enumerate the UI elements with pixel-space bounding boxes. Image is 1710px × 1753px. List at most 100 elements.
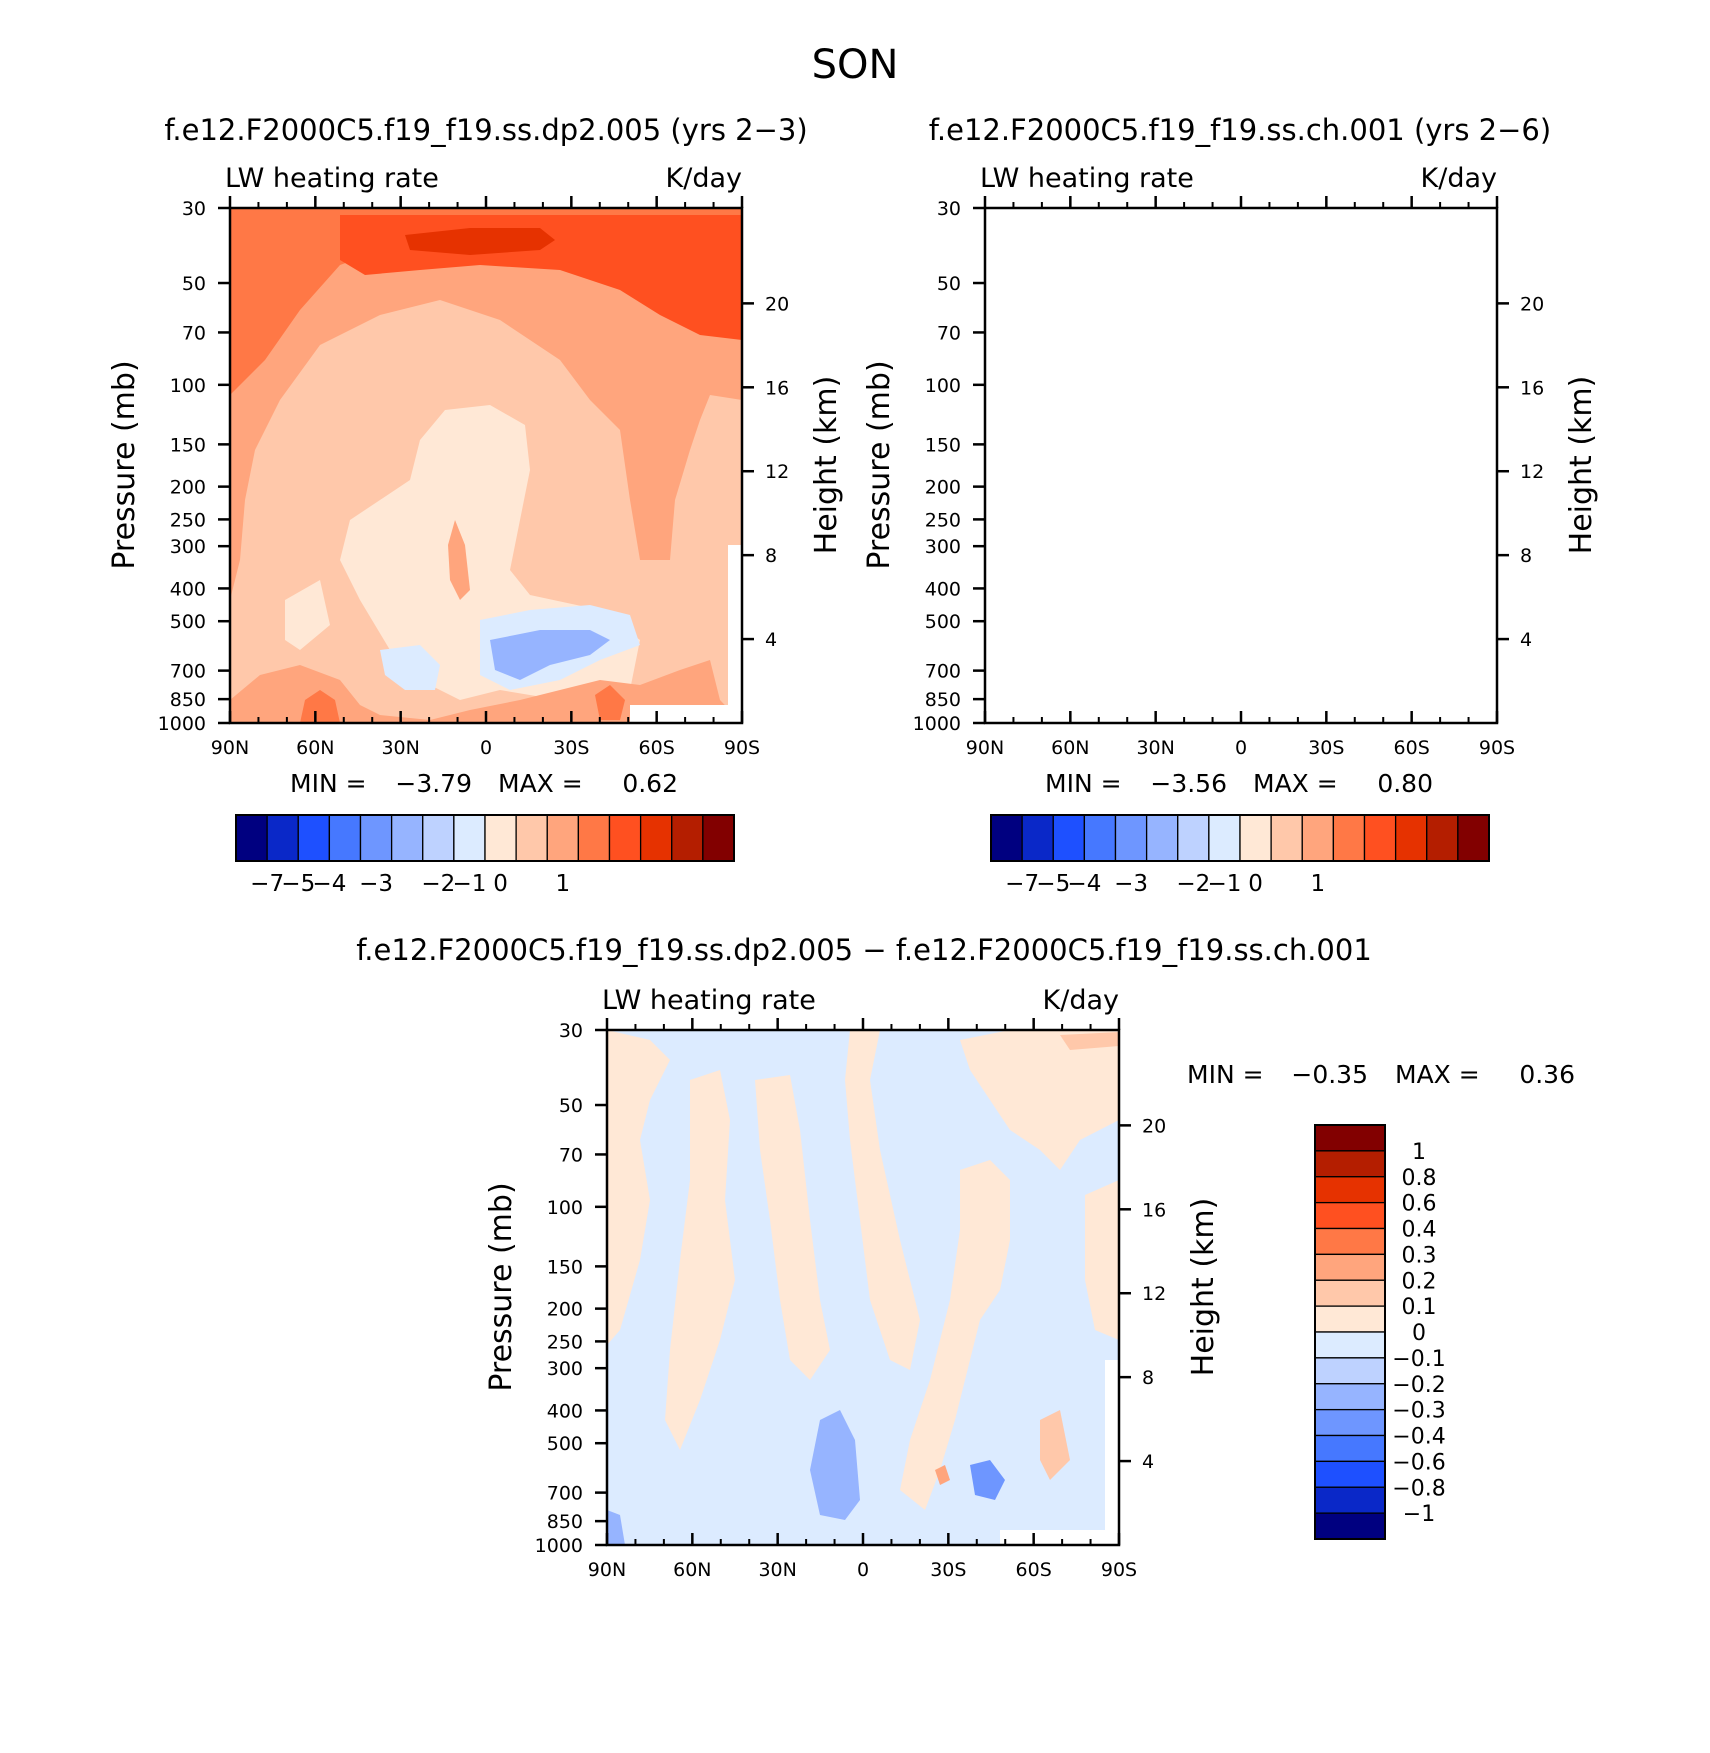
contour-band-level-0p2 <box>935 1465 950 1485</box>
missing-data-region <box>1000 1530 1119 1545</box>
colorbar-swatch <box>1314 1408 1386 1437</box>
y-right-tick-label: 16 <box>1142 1199 1166 1221</box>
max-label: MAX = <box>1395 1060 1480 1089</box>
y-tick-label: 250 <box>925 509 961 531</box>
contour-band-level-0p6-sfc <box>1460 690 1480 715</box>
colorbar-swatch <box>1314 1331 1386 1359</box>
x-tick-label: 90N <box>966 737 1004 759</box>
x-tick-label: 60N <box>296 737 334 759</box>
panel-title: f.e12.F2000C5.f19_f19.ss.ch.001 (yrs 2−6… <box>929 113 1551 147</box>
y-axis-label: Pressure (mb) <box>862 360 897 569</box>
colorbar-swatch <box>1270 814 1303 862</box>
colorbar-swatch <box>1314 1486 1386 1514</box>
y-axis-label-right: Height (km) <box>1564 376 1599 555</box>
y-tick-label: 200 <box>547 1299 583 1321</box>
colorbar-label: 0 <box>1248 871 1263 897</box>
y-tick-label: 70 <box>559 1144 583 1166</box>
colorbar: −7−5−4 −3 −2−1 0 1 <box>235 814 735 897</box>
colorbar-swatch <box>1314 1305 1386 1333</box>
colorbar-label: −0.1 <box>1392 1347 1445 1372</box>
colorbar-label: −0.6 <box>1392 1450 1445 1475</box>
colorbar-swatch <box>702 814 735 862</box>
y-right-tick-label: 12 <box>1142 1283 1166 1305</box>
colorbar-label: 0.4 <box>1402 1218 1437 1243</box>
colorbar-swatch <box>453 814 486 862</box>
contour-band-level-0-sfc2 <box>595 685 625 720</box>
max-label: MAX = <box>498 769 583 798</box>
x-tick-label: 60S <box>1016 1559 1052 1581</box>
colorbar-label: 0.8 <box>1402 1166 1437 1191</box>
contour-band-level-neg2 <box>985 208 1497 723</box>
colorbar-swatch <box>484 814 517 862</box>
y-right-tick-label: 4 <box>765 629 777 651</box>
contour-band-level-neg2p5 <box>1095 405 1395 700</box>
colorbar-swatch <box>1208 814 1241 862</box>
y-tick-label: 400 <box>170 578 206 600</box>
contour-band-level-neg2p5b <box>285 580 330 650</box>
colorbar-swatch <box>1314 1512 1386 1540</box>
y-tick-label: 70 <box>937 322 961 344</box>
colorbar-swatch <box>1314 1124 1386 1152</box>
figure-title: SON <box>812 42 899 88</box>
colorbar-label: 0 <box>1412 1321 1426 1346</box>
contour-band-level-0p3 <box>1095 215 1497 340</box>
colorbar-label: −3 <box>359 871 393 897</box>
min-value: −3.56 <box>1150 769 1227 798</box>
contour-band-level-0 <box>900 1160 1010 1510</box>
colorbar-label: 0.3 <box>1402 1243 1437 1268</box>
contour-band-level-neg1-core <box>448 520 470 600</box>
contour-band-level-neg1 <box>230 208 742 600</box>
colorbar-swatch <box>422 814 455 862</box>
max-value: 0.80 <box>1377 769 1433 798</box>
y-tick-label: 500 <box>170 611 206 633</box>
y-tick-label: 250 <box>170 509 206 531</box>
y-right-tick-label: 8 <box>765 545 777 567</box>
y-tick-label: 500 <box>925 611 961 633</box>
y-tick-label: 150 <box>925 434 961 456</box>
colorbar-label: −4 <box>312 871 346 897</box>
x-tick-label: 0 <box>480 737 492 759</box>
units-label: K/day <box>1421 163 1497 194</box>
axes: 90N 60N 30N 0 30S 60S 90S 30 50 70 100 150 200 250 300… <box>913 196 1544 759</box>
colorbar-label: −4 <box>1067 871 1101 897</box>
max-label: MAX = <box>1253 769 1338 798</box>
colorbar-label: −5 <box>281 871 315 897</box>
contour-band-level-0 <box>1085 1180 1119 1340</box>
y-tick-label: 250 <box>547 1331 583 1353</box>
x-tick-label: 60S <box>639 737 675 759</box>
panel-dp2: f.e12.F2000C5.f19_f19.ss.dp2.005 (yrs 2−… <box>107 113 844 897</box>
colorbar-swatch <box>1314 1279 1386 1307</box>
colorbar: 10.80.60.40.30.20.10−0.1−0.2−0.3−0.4−0.6… <box>1314 1124 1446 1540</box>
x-tick-label: 30S <box>1308 737 1344 759</box>
y-tick-label: 850 <box>925 689 961 711</box>
y-tick-label: 100 <box>925 375 961 397</box>
colorbar-swatch <box>1314 1176 1386 1204</box>
y-right-tick-label: 8 <box>1520 545 1532 567</box>
y-tick-label: 700 <box>547 1483 583 1505</box>
colorbar-swatch <box>359 814 393 862</box>
contour-band-level-0 <box>755 1075 830 1380</box>
colorbar-label: −1 <box>452 871 486 897</box>
contour-band-level-0 <box>665 1070 735 1450</box>
contour-band-level-neg3-left <box>1135 645 1195 690</box>
colorbar-label: −0.8 <box>1392 1476 1445 1501</box>
colorbar-swatch <box>1052 814 1086 862</box>
x-tick-label: 60N <box>1051 737 1089 759</box>
contour-band-level-neg0p3 <box>970 1460 1005 1500</box>
colorbar-label: −0.2 <box>1392 1373 1445 1398</box>
y-tick-label: 150 <box>547 1256 583 1278</box>
colorbar-swatch <box>297 814 331 862</box>
colorbar-label: −0.3 <box>1392 1399 1445 1424</box>
contour-band-level-neg1 <box>985 208 1497 600</box>
variable-label: LW heating rate <box>225 163 439 194</box>
contour-band-level-0 <box>845 1030 920 1370</box>
min-value: −0.35 <box>1291 1060 1368 1089</box>
contour-band-level-0 <box>985 208 1497 395</box>
x-tick-label: 90S <box>1101 1559 1137 1581</box>
colorbar-label: 0.6 <box>1402 1192 1437 1217</box>
y-tick-label: 1000 <box>913 713 961 735</box>
x-tick-label: 60N <box>673 1559 711 1581</box>
contour-band-level-0p6 <box>1160 228 1310 255</box>
colorbar-swatch <box>390 814 424 862</box>
